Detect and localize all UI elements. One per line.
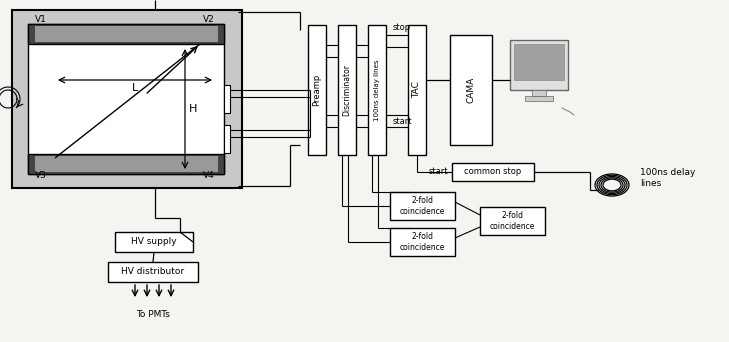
Text: common stop: common stop: [464, 168, 522, 176]
Bar: [35, 26, 218, 42]
Bar: [224, 125, 230, 153]
Text: CAMA: CAMA: [467, 77, 475, 103]
Text: stop: stop: [393, 24, 411, 32]
Bar: [532, 90, 546, 96]
Text: 100ns delay
lines: 100ns delay lines: [640, 168, 695, 188]
Bar: [338, 25, 356, 155]
Text: V3: V3: [35, 171, 47, 180]
Text: Preamp: Preamp: [313, 74, 321, 106]
Bar: [224, 85, 230, 113]
Text: HV supply: HV supply: [131, 237, 177, 247]
Text: 2-fold
coincidence: 2-fold coincidence: [399, 196, 445, 216]
Bar: [28, 24, 224, 44]
Text: start: start: [429, 168, 448, 176]
Bar: [28, 154, 224, 174]
Bar: [108, 262, 198, 282]
Text: Discriminator: Discriminator: [343, 64, 351, 116]
Text: 2-fold
coincidence: 2-fold coincidence: [399, 232, 445, 252]
Text: H: H: [189, 104, 197, 114]
Text: TAC: TAC: [413, 81, 421, 98]
Bar: [450, 35, 492, 145]
Bar: [308, 25, 326, 155]
Bar: [35, 156, 218, 172]
Text: 2-fold
coincidence: 2-fold coincidence: [490, 211, 535, 231]
Bar: [115, 232, 193, 252]
Bar: [452, 163, 534, 181]
Text: V1: V1: [35, 15, 47, 25]
Bar: [390, 228, 455, 256]
Bar: [390, 192, 455, 220]
Bar: [480, 207, 545, 235]
Text: V2: V2: [203, 15, 215, 25]
Bar: [408, 25, 426, 155]
Text: L: L: [132, 83, 138, 93]
Text: start: start: [393, 118, 413, 127]
Bar: [525, 96, 553, 101]
Text: HV distributor: HV distributor: [122, 267, 184, 276]
Text: V4: V4: [203, 171, 215, 180]
Text: To PMTs: To PMTs: [136, 310, 170, 319]
Bar: [12, 10, 242, 188]
Text: 100ns delay lines: 100ns delay lines: [374, 59, 380, 121]
Bar: [514, 44, 564, 80]
Bar: [28, 24, 224, 174]
Bar: [368, 25, 386, 155]
Bar: [510, 40, 568, 90]
